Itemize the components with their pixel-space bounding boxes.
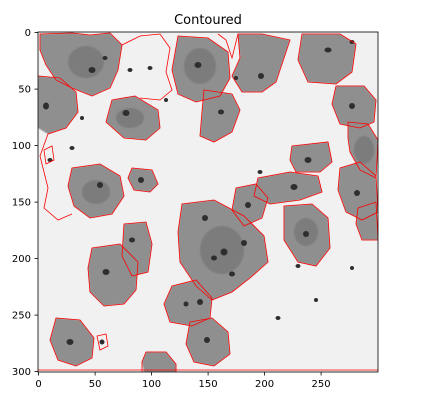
cell (290, 142, 332, 172)
figure-title: Contoured (174, 13, 242, 28)
cell (232, 34, 290, 92)
contour (87, 243, 139, 307)
y-tick-label: 300 (12, 367, 31, 378)
contour (43, 145, 55, 165)
y-tick-label: 100 (12, 141, 31, 152)
cell (200, 90, 240, 142)
contour (105, 95, 161, 141)
contour (253, 171, 323, 205)
contour (217, 33, 239, 60)
contour (127, 167, 159, 193)
contour (297, 33, 357, 85)
contour (141, 351, 177, 372)
contour (67, 163, 125, 219)
contour (163, 279, 213, 327)
x-tick-label: 0 (35, 379, 41, 390)
y-tick-label: 0 (25, 28, 31, 39)
x-tick-label: 50 (89, 379, 102, 390)
cell (88, 244, 138, 306)
x-tick-label: 200 (255, 379, 274, 390)
y-tick-label: 250 (12, 311, 31, 322)
cell (254, 172, 322, 204)
contour (39, 32, 123, 97)
contour (283, 203, 331, 267)
contour (96, 333, 109, 351)
cell (38, 76, 78, 134)
cell (142, 352, 176, 372)
nuclei (43, 40, 360, 345)
contour (185, 317, 231, 367)
x-tick-label: 250 (312, 379, 331, 390)
x-tick-label: 150 (199, 379, 218, 390)
contour (38, 75, 79, 221)
cell (298, 34, 356, 84)
contour (347, 121, 378, 179)
contour (289, 141, 333, 173)
y-tick-label: 50 (18, 85, 31, 96)
contour (355, 201, 378, 241)
contour (331, 85, 377, 129)
y-tick-label: 150 (12, 198, 31, 209)
contour (199, 89, 241, 143)
contours (38, 32, 378, 372)
contour (177, 199, 269, 301)
contour (171, 35, 231, 103)
contour (121, 33, 173, 101)
microscopy-image (38, 32, 378, 372)
contour (121, 221, 153, 277)
contour (337, 161, 378, 221)
contour (231, 33, 291, 93)
x-axis: 0 50 100 150 200 250 (35, 372, 331, 390)
y-axis: 0 50 100 150 200 250 300 (12, 28, 38, 378)
y-tick-label: 200 (12, 254, 31, 265)
contour (49, 317, 95, 367)
x-tick-label: 100 (142, 379, 161, 390)
cell (356, 202, 378, 240)
